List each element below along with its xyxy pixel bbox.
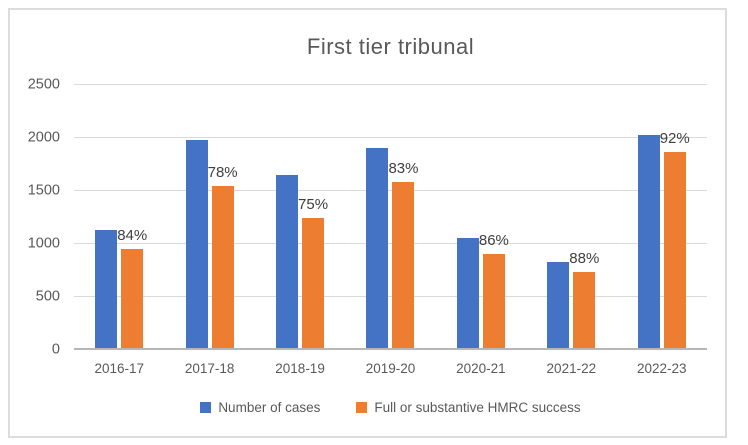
- bar-pair: 86%: [456, 84, 509, 349]
- category-group: 92% 2022-23: [617, 84, 707, 376]
- cases-bar: [366, 147, 389, 349]
- success-bar: 88%: [569, 251, 599, 349]
- success-bar: 86%: [479, 233, 509, 349]
- cases-bar: [547, 261, 570, 349]
- x-axis-label: 2018-19: [275, 361, 325, 376]
- cases-series-swatch-icon: [200, 402, 212, 413]
- cases-bar: [637, 134, 660, 349]
- y-tick-label: 0: [51, 340, 60, 357]
- gridline: [74, 136, 707, 138]
- success-rate-label: 75%: [298, 196, 329, 214]
- y-tick-label: 2000: [27, 128, 60, 145]
- plot-area: 0 500 1000 1500 2000 2500 84% 2016-17 78% 201…: [28, 77, 707, 376]
- x-axis-line: [74, 348, 707, 350]
- gridline: [74, 295, 707, 297]
- gridline: [74, 189, 707, 191]
- y-tick-label: 500: [35, 287, 60, 304]
- category-group: 84% 2016-17: [74, 84, 164, 376]
- success-bar: 83%: [388, 161, 418, 349]
- cases-bar: [276, 174, 299, 349]
- chart-title: First tier tribunal: [306, 34, 475, 59]
- cases-bar: [456, 237, 479, 349]
- bars-region: 84% 2016-17 78% 2017-18 75% 2018-19 83%: [74, 84, 707, 376]
- y-tick-label: 2500: [27, 75, 60, 92]
- success-series-swatch-icon: [356, 402, 368, 413]
- success-rate-label: 78%: [207, 164, 238, 182]
- gridline: [74, 242, 707, 244]
- bar-pair: 75%: [276, 84, 328, 349]
- legend-item-hmrc-success: Full or substantive HMRC success: [356, 400, 581, 415]
- cases-bar: [95, 230, 118, 349]
- x-axis-label: 2019-20: [365, 361, 416, 376]
- success-bar: 75%: [298, 197, 328, 349]
- cases-bar: [185, 140, 208, 349]
- bar-pair: 78%: [185, 84, 238, 349]
- x-axis-label: 2021-22: [546, 361, 597, 376]
- success-rate-label: 83%: [388, 159, 419, 177]
- success-rate-label: 86%: [478, 231, 509, 249]
- category-group: 88% 2021-22: [526, 84, 616, 376]
- success-rate-label: 88%: [569, 249, 600, 267]
- bar-pair: 88%: [547, 84, 599, 349]
- success-bar: 92%: [660, 131, 690, 349]
- chart-frame: First tier tribunal 0 500 1000 1500 2000 2500…: [8, 8, 727, 438]
- category-group: 75% 2018-19: [255, 84, 345, 376]
- gridline: [74, 83, 707, 85]
- legend-label-cases: Number of cases: [218, 400, 321, 415]
- legend: Number of cases Full or substantive HMRC…: [74, 400, 707, 415]
- category-group: 78% 2017-18: [164, 84, 254, 376]
- success-bar: 78%: [208, 165, 238, 349]
- bar-pair: 92%: [637, 84, 690, 349]
- y-tick-label: 1000: [27, 234, 60, 251]
- x-axis-label: 2022-23: [636, 361, 687, 376]
- bar-pair: 84%: [95, 84, 147, 349]
- success-bar: 84%: [117, 228, 147, 349]
- bar-pair: 83%: [366, 84, 418, 349]
- success-rate-label: 92%: [659, 129, 690, 147]
- legend-item-number-of-cases: Number of cases: [200, 400, 320, 415]
- x-axis-label: 2020-21: [456, 361, 506, 376]
- category-group: 83% 2019-20: [345, 84, 435, 376]
- y-tick-label: 1500: [27, 181, 60, 198]
- success-rate-label: 84%: [117, 227, 148, 245]
- x-axis-label: 2016-17: [94, 361, 144, 376]
- category-group: 86% 2020-21: [436, 84, 526, 376]
- legend-label-success: Full or substantive HMRC success: [374, 400, 581, 415]
- x-axis-label: 2017-18: [184, 361, 235, 376]
